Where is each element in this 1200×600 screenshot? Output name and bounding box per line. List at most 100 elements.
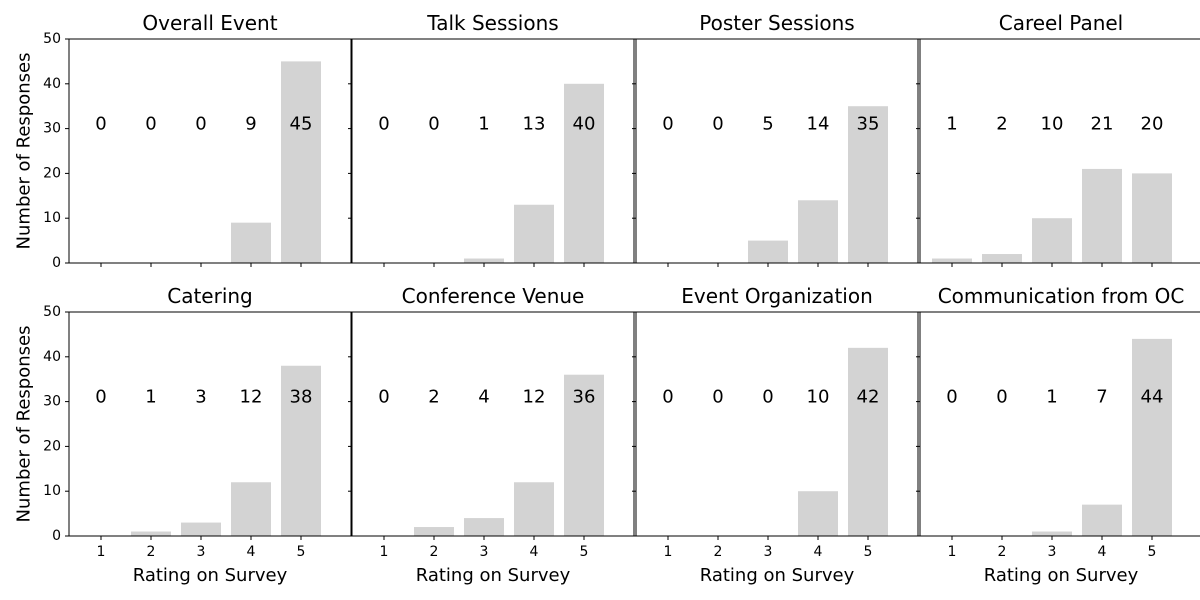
y-tick-label: 40 xyxy=(43,349,61,365)
panel-title: Event Organization xyxy=(681,284,873,308)
bar-5 xyxy=(564,83,604,263)
bar-5 xyxy=(1132,338,1172,536)
bar-count-label: 7 xyxy=(1096,387,1107,408)
x-tick-label: 2 xyxy=(998,544,1007,560)
y-tick-label: 50 xyxy=(43,31,61,47)
panel-title: Overall Event xyxy=(142,11,277,35)
bar-5 xyxy=(848,106,888,263)
bar-count-label: 0 xyxy=(145,114,156,135)
y-axis-label: Number of Responses xyxy=(14,326,35,523)
x-tick-label: 5 xyxy=(1148,544,1157,560)
bar-count-label: 0 xyxy=(712,387,723,408)
bar-count-label: 0 xyxy=(662,387,673,408)
bar-count-label: 1 xyxy=(478,114,489,135)
y-tick-label: 30 xyxy=(43,394,61,410)
bar-5 xyxy=(848,347,888,536)
y-tick-label: 10 xyxy=(43,483,61,499)
x-tick-label: 5 xyxy=(580,544,589,560)
bar-2 xyxy=(982,254,1022,263)
y-tick-label: 10 xyxy=(43,210,61,226)
x-tick-label: 1 xyxy=(97,544,106,560)
panel-title: Conference Venue xyxy=(402,284,585,308)
bar-count-label: 12 xyxy=(523,387,546,408)
y-tick-label: 20 xyxy=(43,165,61,181)
bar-4 xyxy=(514,482,554,536)
panel-title: Careel Panel xyxy=(999,11,1123,35)
bar-count-label: 0 xyxy=(195,114,206,135)
bar-4 xyxy=(231,222,271,263)
bar-4 xyxy=(798,200,838,263)
x-tick-label: 2 xyxy=(147,544,156,560)
bar-count-label: 45 xyxy=(290,114,313,135)
panel-title: Talk Sessions xyxy=(426,11,558,35)
bar-count-label: 36 xyxy=(573,387,596,408)
bar-count-label: 0 xyxy=(996,387,1007,408)
bar-count-label: 0 xyxy=(95,387,106,408)
bar-3 xyxy=(181,522,221,536)
bar-5 xyxy=(564,374,604,536)
plot-frame xyxy=(68,311,352,537)
panel-title: Poster Sessions xyxy=(699,11,854,35)
panel-4: Careel Panel 1 2 10 21 20 xyxy=(916,11,1200,267)
plot-frame xyxy=(351,38,635,264)
bar-4 xyxy=(1082,168,1122,263)
bar-3 xyxy=(1032,218,1072,263)
bar-count-label: 38 xyxy=(290,387,313,408)
bar-count-label: 40 xyxy=(573,114,596,135)
plot-frame xyxy=(635,311,919,537)
bar-count-label: 0 xyxy=(762,387,773,408)
y-tick-label: 0 xyxy=(52,528,61,544)
bar-count-label: 1 xyxy=(1046,387,1057,408)
bar-count-label: 0 xyxy=(378,114,389,135)
x-axis-label: Rating on Survey xyxy=(700,565,855,586)
bar-5 xyxy=(1132,173,1172,263)
bar-count-label: 10 xyxy=(1041,114,1064,135)
bar-count-label: 1 xyxy=(946,114,957,135)
x-tick-label: 4 xyxy=(247,544,256,560)
bar-4 xyxy=(231,482,271,536)
plot-frame xyxy=(919,38,1200,264)
x-tick-label: 1 xyxy=(380,544,389,560)
bar-count-label: 0 xyxy=(428,114,439,135)
bar-4 xyxy=(1082,504,1122,536)
y-tick-label: 30 xyxy=(43,121,61,137)
bar-count-label: 0 xyxy=(662,114,673,135)
bar-count-label: 20 xyxy=(1141,114,1164,135)
plot-frame xyxy=(635,38,919,264)
panel-1: Overall Event 0 0 0 9 45 0 10 20 30 40 50 Number of … xyxy=(14,11,352,271)
bar-1 xyxy=(932,258,972,263)
panel-title: Catering xyxy=(167,284,253,308)
bar-count-label: 0 xyxy=(946,387,957,408)
plot-frame xyxy=(68,38,352,264)
bar-2 xyxy=(414,527,454,536)
bar-3 xyxy=(748,240,788,263)
y-tick-label: 20 xyxy=(43,438,61,454)
x-tick-label: 2 xyxy=(714,544,723,560)
bar-count-label: 35 xyxy=(857,114,880,135)
x-tick-label: 3 xyxy=(764,544,773,560)
bar-count-label: 1 xyxy=(145,387,156,408)
panel-8: Communication from OC 0 0 1 7 44 1 2 3 4 5 Rating o… xyxy=(916,284,1200,586)
x-axis-label: Rating on Survey xyxy=(416,565,571,586)
x-axis-label: Rating on Survey xyxy=(984,565,1139,586)
bar-count-label: 0 xyxy=(712,114,723,135)
x-axis-label: Rating on Survey xyxy=(133,565,288,586)
panel-title: Communication from OC xyxy=(938,284,1185,308)
x-tick-label: 1 xyxy=(948,544,957,560)
bar-count-label: 14 xyxy=(807,114,830,135)
bar-5 xyxy=(281,365,321,536)
x-tick-label: 2 xyxy=(430,544,439,560)
bar-count-label: 5 xyxy=(762,114,773,135)
panel-7: Event Organization 0 0 0 10 42 1 2 3 4 5 Rating on … xyxy=(632,284,919,586)
y-tick-label: 0 xyxy=(52,255,61,271)
bar-count-label: 42 xyxy=(857,387,880,408)
bar-count-label: 0 xyxy=(95,114,106,135)
bar-count-label: 3 xyxy=(195,387,206,408)
bar-count-label: 4 xyxy=(478,387,489,408)
y-tick-label: 40 xyxy=(43,76,61,92)
bar-3 xyxy=(464,518,504,536)
bar-3 xyxy=(464,258,504,263)
bar-count-label: 10 xyxy=(807,387,830,408)
panel-2: Talk Sessions 0 0 1 13 40 xyxy=(348,11,635,267)
